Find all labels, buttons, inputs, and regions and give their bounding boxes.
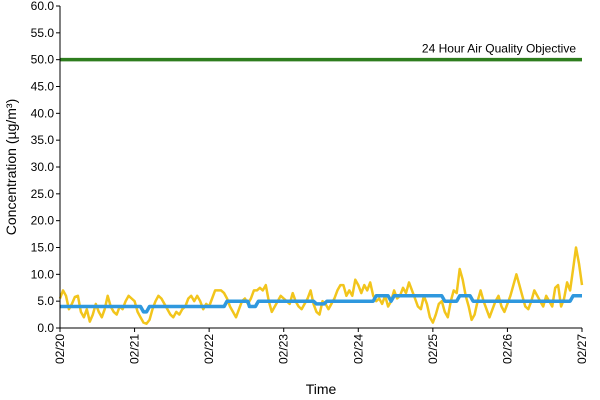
- objective-annotation: 24 Hour Air Quality Objective: [422, 42, 576, 56]
- y-tick-label: 45.0: [31, 80, 55, 94]
- y-tick-label: 60.0: [31, 0, 55, 13]
- y-tick-label: 30.0: [31, 160, 55, 174]
- x-tick-label: 02/20: [53, 334, 67, 364]
- x-tick-label: 02/23: [277, 334, 291, 364]
- y-tick-label: 0.0: [37, 321, 54, 335]
- y-tick-label: 50.0: [31, 53, 55, 67]
- rolling-series-line: [60, 294, 582, 314]
- y-tick-label: 20.0: [31, 214, 55, 228]
- y-axis-title: Concentration (µg/m³): [3, 99, 19, 235]
- y-tick-label: 5.0: [37, 294, 54, 308]
- y-tick-label: 15.0: [31, 241, 55, 255]
- y-tick-label: 10.0: [31, 267, 55, 281]
- y-tick-label: 25.0: [31, 187, 55, 201]
- series-layer: [58, 246, 584, 325]
- hourly-series-line: [58, 246, 584, 325]
- y-tick-labels: 0.0 5.0 10.0 15.0 20.0 25.0 30.0 35.0 40.0 45.0 50…: [31, 0, 60, 335]
- y-tick-label: 40.0: [31, 106, 55, 120]
- x-tick-label: 02/21: [128, 334, 142, 364]
- x-tick-labels: 02/20 02/21 02/22 02/23 02/24 02/25 02/26 02/27: [53, 328, 589, 364]
- x-axis-title: Time: [306, 381, 337, 397]
- x-tick-label: 02/26: [500, 334, 514, 364]
- y-tick-label: 55.0: [31, 26, 55, 40]
- x-tick-label: 02/25: [426, 334, 440, 364]
- x-tick-label: 02/22: [202, 334, 216, 364]
- x-tick-label: 02/27: [575, 334, 589, 364]
- x-tick-label: 02/24: [351, 334, 365, 364]
- y-tick-label: 35.0: [31, 133, 55, 147]
